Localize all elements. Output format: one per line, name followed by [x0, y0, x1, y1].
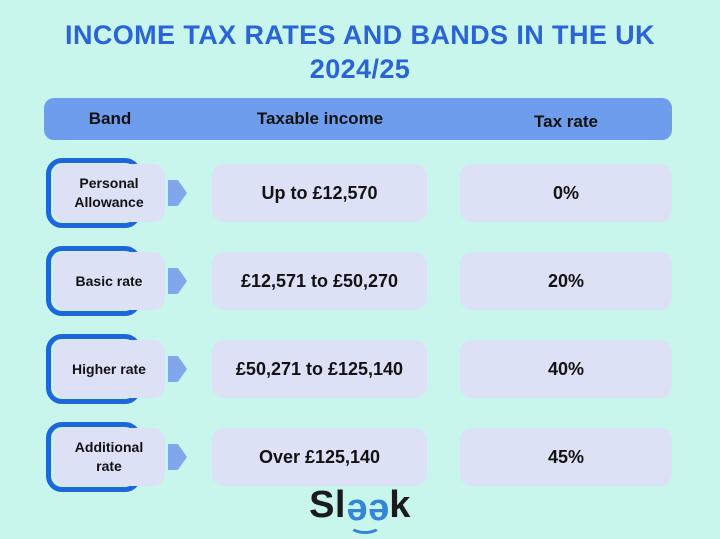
column-header-band: Band [88, 109, 132, 128]
arrow-right-icon [168, 268, 187, 294]
arrow-right-icon [168, 180, 187, 206]
arrow-right-icon [168, 444, 187, 470]
arrow-right-icon [168, 356, 187, 382]
title-line-2: 2024/25 [309, 54, 411, 84]
logo-smile-icon [349, 517, 382, 534]
taxable-income-cell: Up to £12,570 [212, 164, 427, 222]
column-header-taxable-income: Taxable income [256, 109, 384, 128]
table-row-higher-rate: Higher rate £50,271 to £125,140 40% [44, 334, 672, 404]
sleek-logo: Sleek [309, 484, 411, 536]
taxable-income-cell: £12,571 to £50,270 [212, 252, 427, 310]
table-row-additional-rate: Additional rate Over £125,140 45% [44, 422, 672, 492]
taxable-income-cell: £50,271 to £125,140 [212, 340, 427, 398]
taxable-income-cell: Over £125,140 [212, 428, 427, 486]
logo-text-prefix: Sl [309, 484, 346, 526]
title-line-1: INCOME TAX RATES AND BANDS IN THE UK [65, 20, 655, 50]
band-label: Higher rate [53, 340, 165, 398]
page-title: INCOME TAX RATES AND BANDS IN THE UK 202… [0, 18, 720, 86]
table-row-personal-allowance: Personal Allowance Up to £12,570 0% [44, 158, 672, 228]
tax-rate-cell: 40% [460, 340, 672, 398]
column-header-tax-rate: Tax rate [534, 112, 598, 131]
tax-rate-cell: 45% [460, 428, 672, 486]
table-row-basic-rate: Basic rate £12,571 to £50,270 20% [44, 246, 672, 316]
tax-rate-cell: 20% [460, 252, 672, 310]
band-label: Additional rate [53, 428, 165, 486]
logo-text-suffix: k [389, 484, 411, 526]
band-label: Personal Allowance [53, 164, 165, 222]
table-header-row: Band Taxable income Tax rate [44, 98, 672, 140]
tax-rate-cell: 0% [460, 164, 672, 222]
band-label: Basic rate [53, 252, 165, 310]
